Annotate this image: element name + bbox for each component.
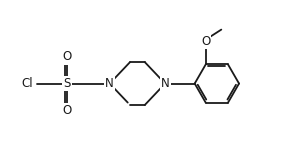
Text: O: O: [63, 104, 72, 117]
Text: O: O: [63, 50, 72, 63]
Text: Cl: Cl: [22, 77, 33, 90]
Text: S: S: [64, 77, 71, 90]
Text: O: O: [201, 35, 210, 48]
Text: N: N: [105, 77, 114, 90]
Text: N: N: [161, 77, 170, 90]
